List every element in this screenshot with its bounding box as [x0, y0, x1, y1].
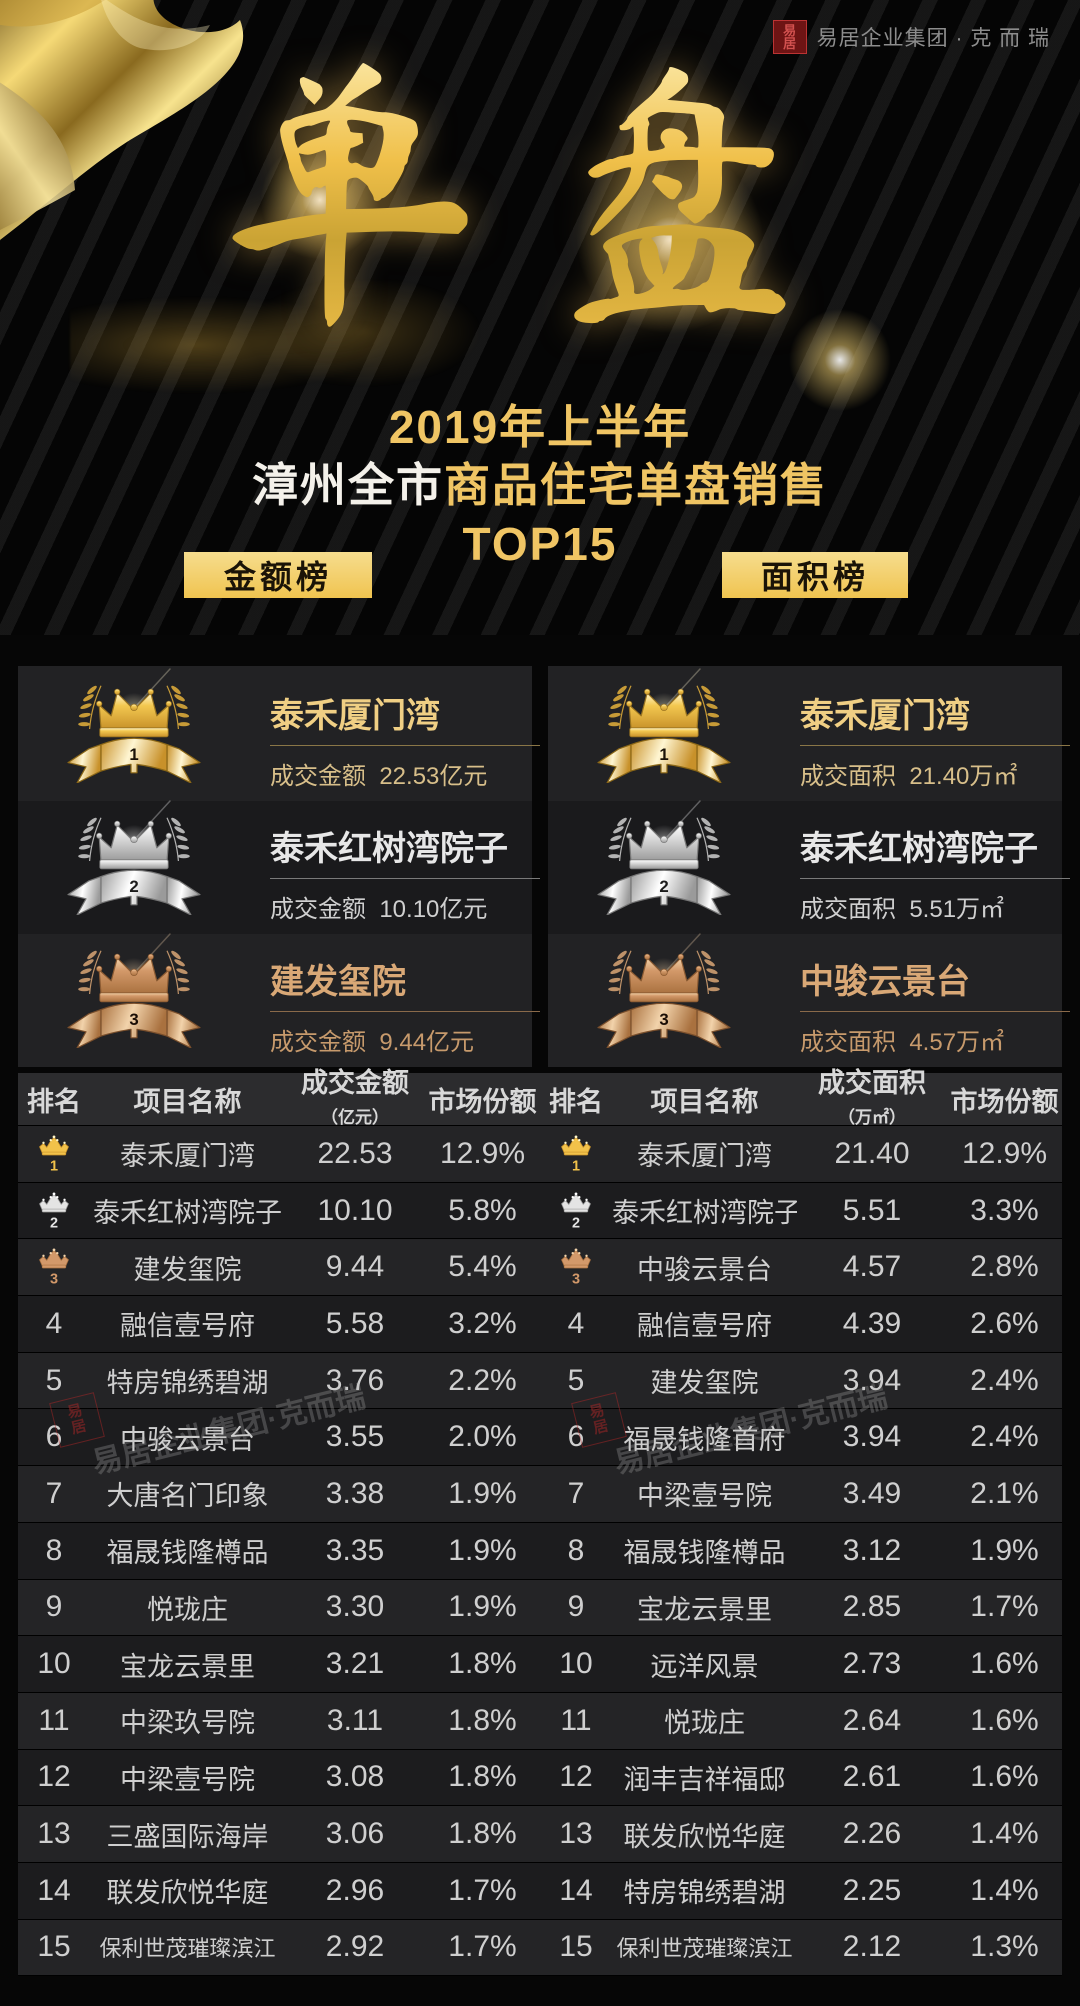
svg-text:2: 2 — [659, 877, 668, 896]
svg-text:3: 3 — [50, 1272, 58, 1288]
svg-text:3: 3 — [129, 1010, 138, 1029]
svg-text:1: 1 — [659, 745, 668, 764]
svg-text:3: 3 — [659, 1010, 668, 1029]
svg-text:3: 3 — [572, 1272, 580, 1288]
svg-text:2: 2 — [50, 1215, 58, 1231]
svg-text:1: 1 — [572, 1158, 580, 1174]
svg-text:2: 2 — [572, 1215, 580, 1231]
svg-text:1: 1 — [50, 1158, 58, 1174]
svg-text:1: 1 — [129, 745, 138, 764]
svg-text:2: 2 — [129, 877, 138, 896]
